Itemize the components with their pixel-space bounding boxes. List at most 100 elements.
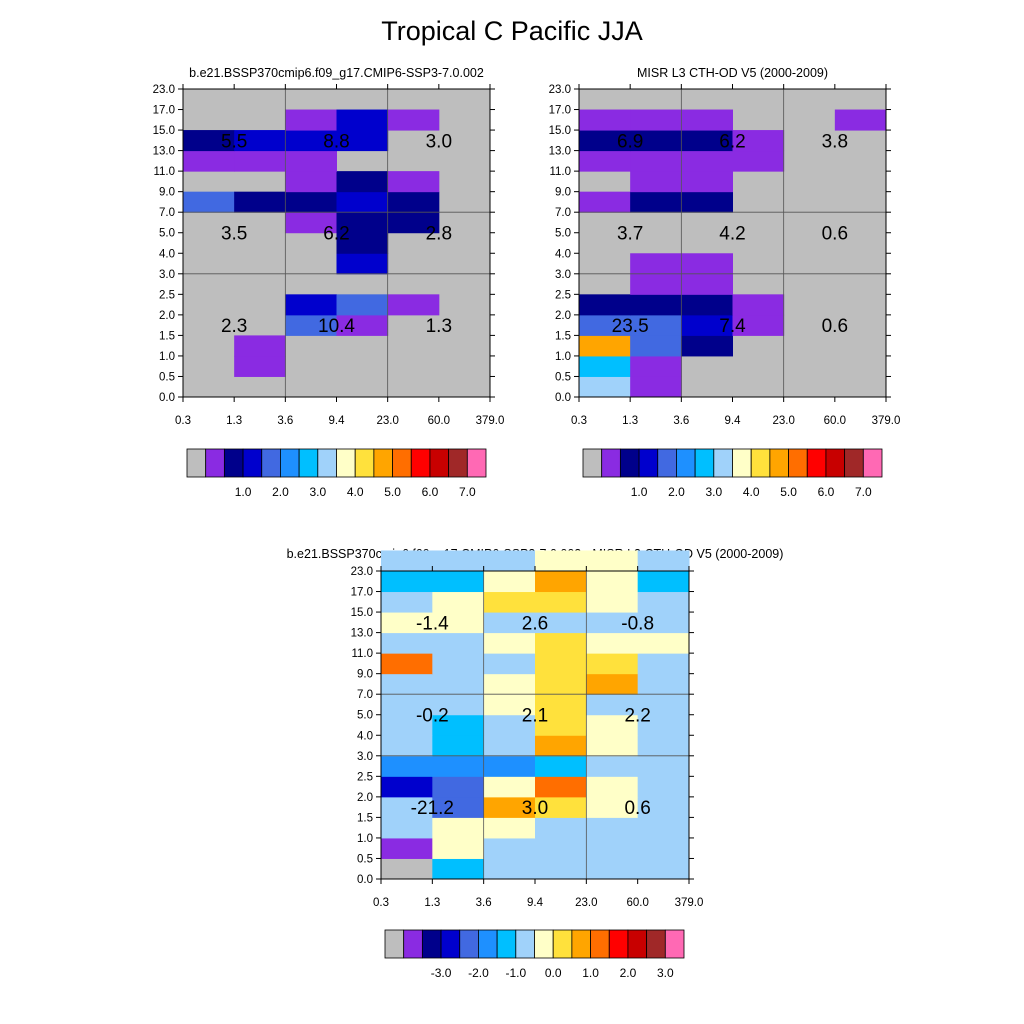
heatmap-cell (285, 212, 337, 234)
cell-annotation: 6.2 (719, 131, 745, 152)
heatmap-cell (535, 735, 587, 757)
heatmap-cell (579, 294, 631, 316)
y-tick-label: 1.0 (357, 833, 373, 845)
heatmap-cell (732, 150, 785, 172)
cell-annotation: 6.2 (323, 224, 349, 245)
colorbar-box (825, 448, 846, 478)
cell-annotation: 4.2 (719, 224, 745, 245)
cell-annotation: 10.4 (318, 316, 355, 337)
heatmap-cell (732, 294, 785, 316)
heatmap-cell (579, 150, 631, 172)
y-tick-label: 7.0 (555, 207, 571, 219)
colorbar-missing-box (582, 448, 603, 478)
colorbar-box (280, 448, 300, 478)
heatmap-cell (285, 109, 337, 131)
heatmap-cell (579, 335, 631, 357)
colorbar-label: 4.0 (743, 485, 760, 499)
heatmap-cell (381, 571, 433, 593)
heatmap-cell (381, 796, 433, 818)
heatmap-cell (483, 796, 536, 818)
heatmap-cell (637, 776, 690, 798)
heatmap-cell (432, 817, 485, 839)
colorbar-label: 1.0 (582, 966, 599, 980)
x-tick-label: 3.6 (673, 415, 689, 427)
y-tick-label: 13.0 (153, 146, 175, 158)
heatmap-cell (586, 858, 639, 880)
heatmap-cell (586, 571, 639, 593)
colorbar-missing-box (384, 929, 405, 959)
y-tick-label: 11.0 (351, 648, 373, 660)
x-tick-label: 9.4 (527, 897, 544, 909)
y-tick-label: 2.0 (357, 792, 373, 804)
x-tick-label: 3.6 (277, 415, 293, 427)
heatmap-cell (586, 796, 639, 818)
x-tick-label: 379.0 (675, 897, 704, 909)
heatmap-cell (381, 837, 433, 859)
colorbar-box (429, 448, 450, 478)
heatmap-cell (285, 150, 337, 172)
heatmap-cell (637, 550, 690, 572)
heatmap-cell (432, 858, 485, 880)
colorbar-box (619, 448, 640, 478)
colorbar-box (608, 929, 629, 959)
heatmap-cell (579, 314, 631, 336)
heatmap-cell (483, 571, 536, 593)
heatmap-cell (579, 109, 631, 131)
heatmap-cell (432, 550, 485, 572)
heatmap-cell (630, 355, 682, 377)
heatmap-cell (381, 714, 433, 736)
colorbar-label: 2.0 (272, 485, 289, 499)
heatmap-cell (586, 735, 639, 757)
heatmap-cell (381, 612, 433, 634)
heatmap-cell (234, 130, 286, 152)
y-tick-label: 0.0 (357, 874, 373, 886)
heatmap-cell (681, 130, 733, 152)
heatmap-cell (681, 109, 733, 131)
heatmap-cell (637, 673, 690, 695)
y-tick-label: 15.0 (351, 607, 373, 619)
cell-annotation: 2.6 (522, 613, 548, 634)
x-tick-label: 0.3 (571, 415, 587, 427)
panel-title: MISR L3 CTH-OD V5 (2000-2009) (637, 66, 828, 80)
y-tick-label: 2.0 (159, 310, 175, 322)
heatmap-cell (535, 837, 587, 859)
heatmap-cell (681, 253, 733, 275)
cell-annotation: 1.3 (426, 316, 452, 337)
colorbar-box (713, 448, 733, 478)
figure-title: Tropical C Pacific JJA (381, 16, 643, 46)
y-tick-label: 4.0 (555, 248, 571, 260)
colorbar-box (601, 448, 621, 478)
heatmap-cell (483, 694, 536, 716)
y-tick-label: 0.0 (159, 392, 175, 404)
cell-annotation: 2.2 (624, 706, 650, 727)
y-tick-label: 15.0 (549, 125, 571, 137)
y-tick-label: 5.0 (555, 228, 571, 240)
heatmap-cell (483, 714, 536, 736)
heatmap-cell (630, 130, 682, 152)
heatmap-cell (681, 150, 733, 172)
colorbar-label: -3.0 (431, 966, 452, 980)
heatmap-cell (483, 550, 536, 572)
y-tick-label: 15.0 (153, 125, 175, 137)
heatmap-cell (637, 837, 690, 859)
heatmap-cell (432, 796, 485, 818)
x-tick-label: 1.3 (424, 897, 440, 909)
colorbar-box (478, 929, 498, 959)
heatmap-cell (483, 858, 536, 880)
colorbar-box (392, 448, 412, 478)
heatmap-cell (336, 212, 389, 234)
colorbar-box (844, 448, 864, 478)
heatmap-cell (637, 612, 690, 634)
cell-annotation: 0.6 (822, 316, 848, 337)
heatmap-cell (630, 191, 682, 213)
heatmap-cell (681, 171, 733, 193)
x-tick-label: 23.0 (376, 415, 398, 427)
heatmap-cell (432, 735, 485, 757)
heatmap-cell (535, 817, 587, 839)
colorbar-box (496, 929, 517, 959)
heatmap-cell (535, 591, 587, 613)
colorbar-box (664, 929, 685, 959)
cell-annotation: 3.8 (822, 131, 848, 152)
heatmap-cell (535, 714, 587, 736)
heatmap-cell (483, 653, 536, 675)
